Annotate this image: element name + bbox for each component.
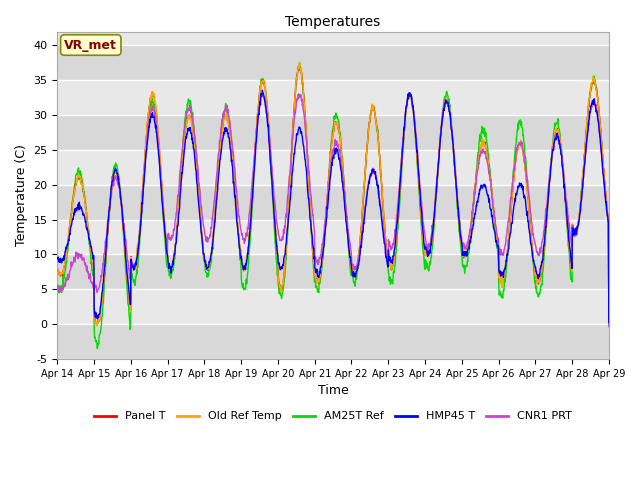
HMP45 T — [238, 257, 246, 263]
Old Ref Temp — [295, 60, 303, 66]
CNR1 PRT — [176, 168, 184, 174]
Bar — [58, 185, 609, 220]
Old Ref Temp — [605, 320, 612, 326]
HMP45 T — [419, 229, 427, 235]
Line: Old Ref Temp: Old Ref Temp — [58, 63, 609, 325]
Panel T — [163, 248, 171, 254]
Bar — [58, 115, 609, 150]
Line: CNR1 PRT: CNR1 PRT — [58, 93, 609, 327]
Panel T — [295, 61, 303, 67]
CNR1 PRT — [54, 284, 61, 290]
Bar — [58, 220, 609, 254]
Bar — [58, 150, 609, 185]
Old Ref Temp — [492, 222, 499, 228]
CNR1 PRT — [605, 324, 612, 330]
Bar — [58, 324, 609, 359]
AM25T Ref — [177, 178, 184, 183]
Old Ref Temp — [177, 181, 184, 187]
AM25T Ref — [492, 228, 499, 234]
X-axis label: Time: Time — [317, 384, 349, 397]
Old Ref Temp — [54, 264, 61, 270]
HMP45 T — [540, 243, 547, 249]
Old Ref Temp — [540, 245, 548, 251]
Panel T — [492, 223, 499, 228]
HMP45 T — [54, 255, 61, 261]
Line: Panel T: Panel T — [58, 64, 609, 325]
HMP45 T — [491, 230, 499, 236]
Panel T — [419, 237, 427, 243]
CNR1 PRT — [259, 90, 266, 96]
Bar — [58, 46, 609, 80]
HMP45 T — [259, 87, 266, 93]
CNR1 PRT — [238, 232, 246, 238]
Line: AM25T Ref: AM25T Ref — [58, 63, 609, 348]
Panel T — [540, 244, 548, 250]
Line: HMP45 T: HMP45 T — [58, 90, 609, 323]
AM25T Ref — [296, 60, 303, 66]
Y-axis label: Temperature (C): Temperature (C) — [15, 144, 28, 246]
AM25T Ref — [54, 283, 61, 289]
Panel T — [93, 322, 100, 328]
CNR1 PRT — [491, 216, 499, 222]
Title: Temperatures: Temperatures — [285, 15, 381, 29]
AM25T Ref — [238, 283, 246, 289]
Old Ref Temp — [419, 239, 427, 244]
Old Ref Temp — [163, 249, 171, 255]
HMP45 T — [176, 193, 184, 199]
Text: VR_met: VR_met — [65, 38, 117, 51]
CNR1 PRT — [163, 247, 170, 253]
Panel T — [177, 182, 184, 188]
AM25T Ref — [605, 322, 612, 328]
Bar — [58, 80, 609, 115]
Legend: Panel T, Old Ref Temp, AM25T Ref, HMP45 T, CNR1 PRT: Panel T, Old Ref Temp, AM25T Ref, HMP45 … — [90, 407, 577, 426]
Panel T — [54, 265, 61, 271]
CNR1 PRT — [419, 221, 427, 227]
HMP45 T — [605, 320, 612, 325]
Bar — [58, 289, 609, 324]
Bar — [58, 254, 609, 289]
AM25T Ref — [93, 346, 101, 351]
AM25T Ref — [419, 251, 427, 257]
Panel T — [238, 261, 246, 267]
HMP45 T — [163, 248, 170, 253]
Old Ref Temp — [238, 263, 246, 268]
AM25T Ref — [540, 255, 548, 261]
AM25T Ref — [163, 262, 171, 268]
Panel T — [605, 320, 612, 326]
Old Ref Temp — [93, 323, 100, 328]
CNR1 PRT — [540, 228, 547, 234]
